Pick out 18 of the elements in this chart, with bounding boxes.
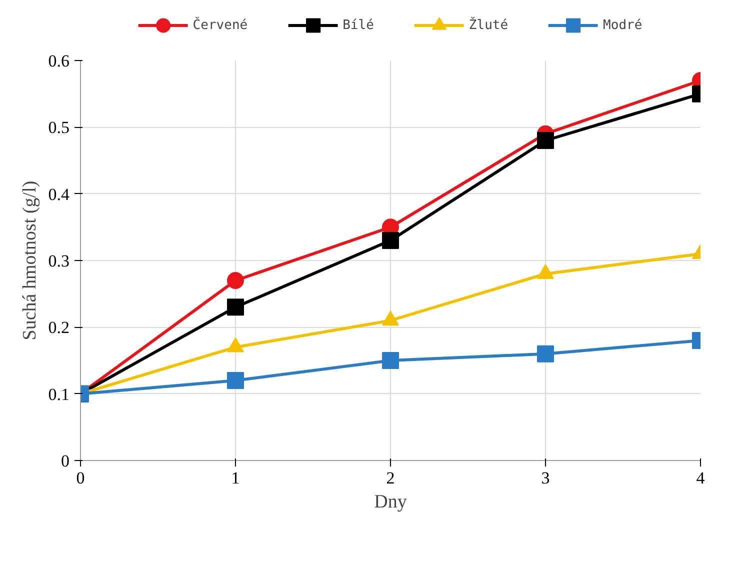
x-tick-label: 4 [696,468,706,488]
x-tick-label: 0 [76,468,85,488]
y-tick-label: 0.4 [48,184,70,204]
y-tick-label: 0.3 [48,252,70,270]
y-tick-label: 0.1 [48,384,70,404]
legend-label: Modré [603,18,642,32]
x-axis-title: Dny [374,492,408,512]
legend-label: Žluté [468,18,508,32]
legend-label: Bílé [342,18,374,32]
y-tick-label: 0.6 [48,52,70,70]
y-tick-label: 0.2 [48,318,70,338]
x-tick-label: 1 [231,468,240,488]
y-axis-title: Suchá hmotnost (g/l) [19,180,40,340]
y-tick-label: 0 [61,452,70,470]
x-tick-label: 3 [541,468,550,488]
y-tick-label: 0.5 [48,118,70,138]
x-tick-label: 2 [386,468,395,488]
legend-label: Červené [192,18,248,32]
